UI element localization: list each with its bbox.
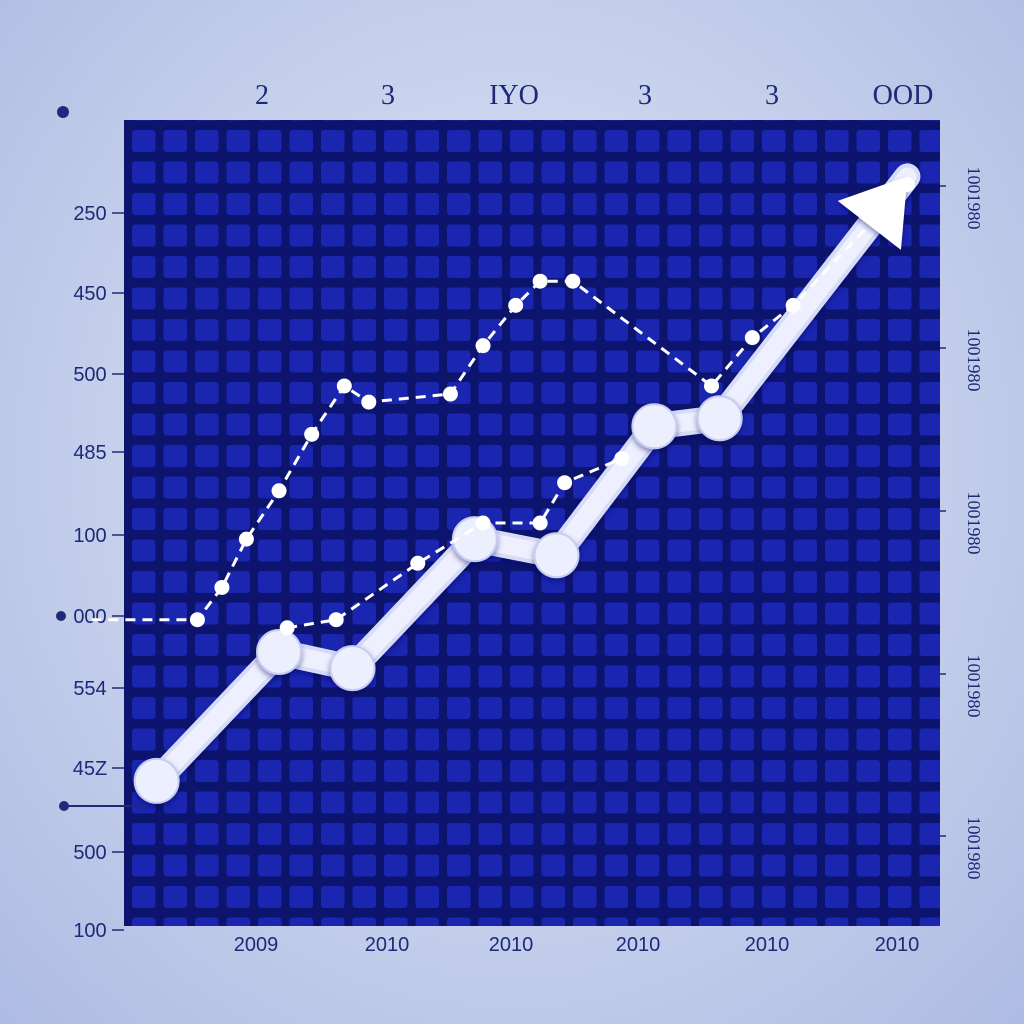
x-tick-label: 2009 — [234, 934, 279, 956]
series-point-dashed-1 — [189, 612, 205, 628]
series-point-solid — [696, 395, 743, 442]
series-point-dashed-2 — [328, 612, 344, 628]
series-point-solid — [631, 403, 678, 450]
series-point-dashed-2 — [614, 451, 630, 467]
series-point-dashed-1 — [565, 273, 581, 289]
series-point-dashed-1 — [532, 273, 548, 289]
right-tick-label: 1001980 — [964, 817, 984, 880]
y-tick-label: 250 — [73, 203, 106, 225]
top-label: IYO — [489, 80, 539, 111]
series-point-solid — [329, 645, 376, 692]
series-point-dashed-1 — [508, 297, 524, 313]
y-tick-label: 450 — [73, 283, 106, 305]
y-axis-ticks: 250 450 500 485 100 000 554 45Z 500 100 — [73, 203, 124, 942]
y-tick-label: 100 — [73, 920, 106, 942]
series-point-dashed-2 — [532, 515, 548, 531]
series-point-dashed-1 — [336, 378, 352, 394]
series-point-solid — [256, 628, 303, 675]
y-tick-label: 500 — [73, 842, 106, 864]
y-tick-label: 000 — [73, 606, 106, 628]
x-axis-ticks: 2009 2010 2010 2010 2010 2010 — [234, 934, 920, 956]
series-point-dashed-2 — [410, 555, 426, 571]
y-tick-label: 554 — [73, 678, 106, 700]
series-point-dashed-1 — [361, 394, 377, 410]
series-point-dashed-1 — [271, 483, 287, 499]
x-tick-label: 2010 — [745, 934, 790, 956]
axis-dot-bottom — [59, 801, 69, 811]
top-label: 3 — [381, 80, 395, 111]
axis-dot-top — [57, 106, 69, 118]
right-tick-label: 1001980 — [964, 167, 984, 230]
trend-arrowhead — [837, 176, 908, 250]
top-label: 3 — [638, 80, 652, 111]
series-layer — [91, 163, 921, 804]
series-point-dashed-1 — [704, 378, 720, 394]
y-tick-label: 485 — [73, 442, 106, 464]
series-point-dashed-2 — [557, 475, 573, 491]
top-labels: 2 3 IYO 3 3 OOD — [255, 80, 933, 111]
axis-dot-middle — [56, 611, 66, 621]
top-label: 2 — [255, 80, 269, 111]
x-tick-label: 2010 — [875, 934, 920, 956]
series-point-dashed-1 — [475, 338, 491, 354]
series-point-dashed-1 — [785, 297, 801, 313]
series-point-dashed-2 — [475, 515, 491, 531]
x-tick-label: 2010 — [616, 934, 661, 956]
x-tick-label: 2010 — [489, 934, 534, 956]
series-point-dashed-1 — [442, 386, 458, 402]
top-label: OOD — [873, 80, 934, 111]
y-tick-label: 500 — [73, 364, 106, 386]
series-point-dashed-1 — [899, 176, 915, 192]
series-point-solid — [133, 757, 180, 804]
y-tick-label: 100 — [73, 525, 106, 547]
series-point-dashed-1 — [238, 531, 254, 547]
series-point-dashed-1 — [304, 426, 320, 442]
series-point-dashed-1 — [744, 330, 760, 346]
right-tick-label: 1001980 — [964, 655, 984, 718]
series-point-dashed-2 — [279, 620, 295, 636]
y-tick-label: 45Z — [73, 758, 107, 780]
x-tick-label: 2010 — [365, 934, 410, 956]
right-tick-label: 1001980 — [964, 492, 984, 555]
top-label: 3 — [765, 80, 779, 111]
right-axis-ticks: 1001980 1001980 1001980 1001980 1001980 — [940, 167, 984, 880]
right-tick-label: 1001980 — [964, 329, 984, 392]
series-point-dashed-1 — [214, 579, 230, 595]
series-point-solid — [533, 532, 580, 579]
